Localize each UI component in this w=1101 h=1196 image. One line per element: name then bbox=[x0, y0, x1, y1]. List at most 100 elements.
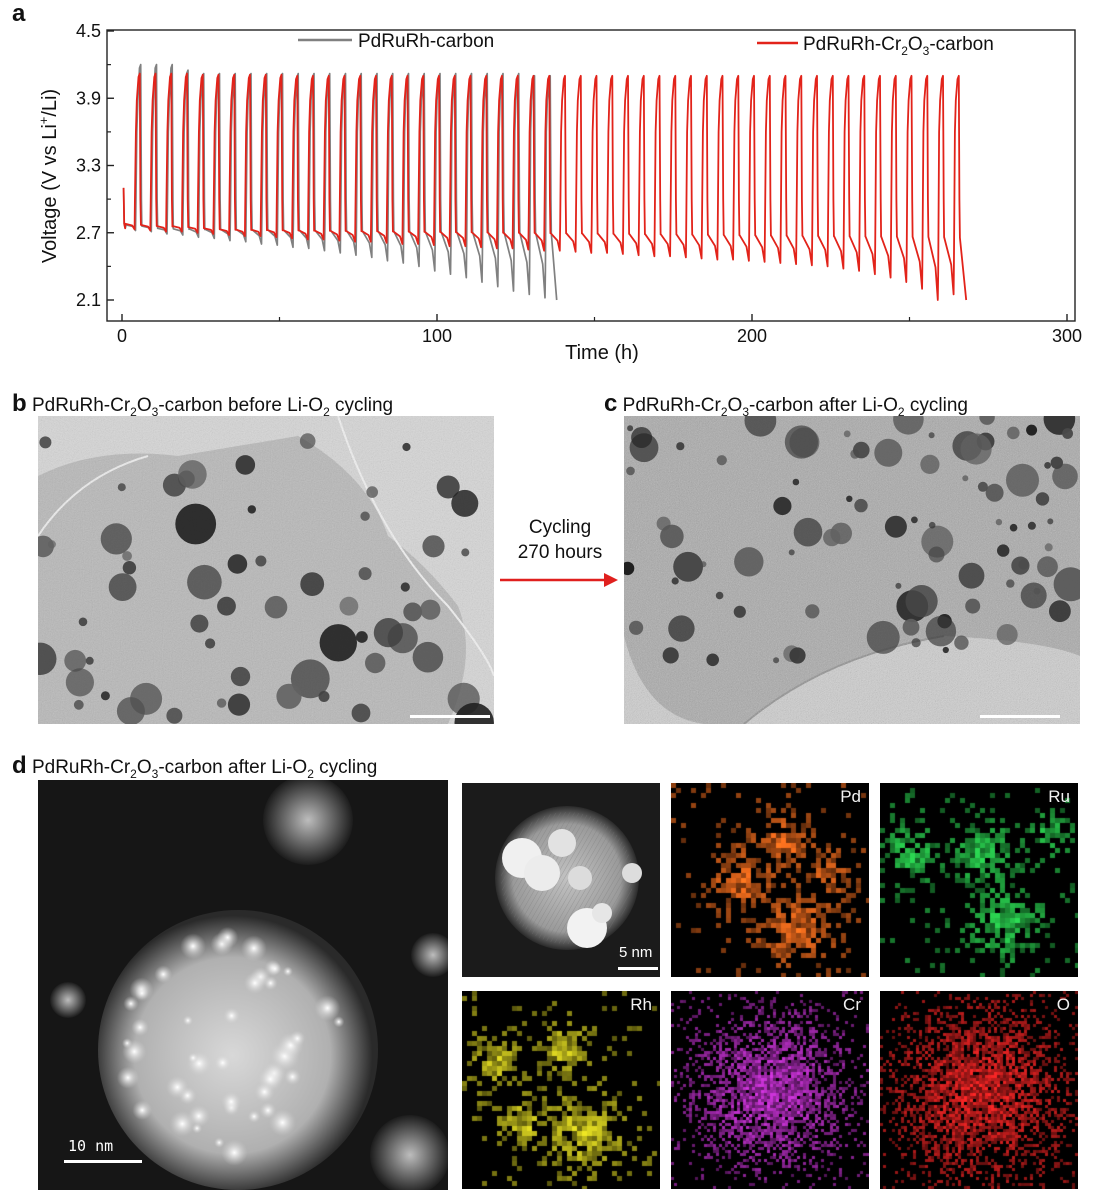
y-tick-label: 2.1 bbox=[76, 290, 101, 310]
nanoparticle bbox=[928, 432, 935, 439]
scale-label-10nm: 10 nm bbox=[68, 1137, 114, 1155]
nanoparticle bbox=[1007, 426, 1020, 440]
map-ru: Ru bbox=[880, 783, 1078, 977]
nanoparticle bbox=[656, 516, 671, 531]
nanoparticle bbox=[631, 427, 653, 448]
series-line-pdruh-cr2o3-carbon bbox=[122, 72, 968, 301]
nanoparticle bbox=[117, 483, 126, 492]
nanoparticle bbox=[365, 652, 386, 674]
bright-cluster bbox=[284, 1068, 301, 1086]
nanoparticle bbox=[1044, 462, 1051, 469]
nanoparticle bbox=[995, 518, 1003, 526]
nanoparticle bbox=[175, 503, 217, 545]
nanoparticle bbox=[744, 416, 777, 437]
scale-bar-b bbox=[410, 715, 490, 718]
nanoparticle bbox=[400, 582, 410, 592]
nanoparticle bbox=[905, 585, 938, 618]
nanoparticle bbox=[958, 562, 985, 589]
map-label-cr: Cr bbox=[843, 995, 861, 1014]
bright-cluster bbox=[154, 965, 173, 984]
nanoparticle bbox=[979, 416, 995, 425]
scale-label-5nm: 5 nm bbox=[619, 944, 653, 961]
nanoparticle bbox=[805, 604, 820, 619]
bright-cluster bbox=[221, 1139, 248, 1166]
panel-b-letter: b bbox=[12, 390, 27, 417]
nanoparticle bbox=[920, 454, 940, 474]
nanoparticle bbox=[925, 616, 957, 647]
nanoparticle bbox=[387, 623, 418, 654]
nanoparticle bbox=[706, 653, 719, 667]
panel-b-title: b PdRuRh-Cr2O3-carbon before Li-O2 cycli… bbox=[12, 390, 394, 419]
nanoparticle bbox=[853, 441, 870, 459]
nanoparticle bbox=[716, 455, 727, 466]
bright-cluster bbox=[182, 1015, 193, 1026]
nanoparticle bbox=[1062, 428, 1073, 439]
panel-d-title: d PdRuRh-Cr2O3-carbon after Li-O2 cyclin… bbox=[12, 752, 378, 781]
bright-cluster bbox=[314, 995, 341, 1021]
nanoparticle bbox=[356, 631, 368, 643]
nanoparticle bbox=[846, 495, 853, 502]
scale-bar-c bbox=[980, 715, 1060, 718]
nanoparticle bbox=[854, 498, 868, 513]
bright-cluster bbox=[289, 1030, 306, 1047]
nanoparticle bbox=[733, 605, 746, 618]
x-tick-label: 0 bbox=[117, 326, 127, 346]
nanoparticle bbox=[216, 698, 227, 708]
nanoparticle bbox=[911, 638, 921, 648]
nanoparticle bbox=[166, 707, 183, 724]
nanoparticle bbox=[823, 528, 841, 547]
bright-cluster bbox=[135, 986, 149, 1001]
bright-cluster bbox=[169, 1110, 196, 1137]
bright-cluster bbox=[187, 1052, 199, 1064]
bright-cluster bbox=[221, 1091, 242, 1112]
bright-cluster bbox=[223, 1007, 240, 1025]
nanoparticle bbox=[47, 540, 56, 549]
nanoparticle bbox=[624, 561, 635, 576]
bright-cluster bbox=[247, 1110, 261, 1123]
map-label-ru: Ru bbox=[1048, 787, 1070, 806]
arrow-icon bbox=[500, 573, 618, 587]
x-tick-label: 100 bbox=[422, 326, 452, 346]
x-tick-label: 300 bbox=[1052, 326, 1082, 346]
bright-cluster bbox=[214, 1054, 232, 1072]
nanoparticle bbox=[1044, 543, 1053, 552]
legend-label-pdruh-carbon: PdRuRh-carbon bbox=[358, 31, 494, 52]
nanoparticle bbox=[360, 511, 370, 521]
x-axis-label: Time (h) bbox=[565, 342, 639, 364]
nanoparticle bbox=[190, 614, 209, 633]
panel-a-letter: a bbox=[12, 0, 26, 27]
bright-cluster bbox=[269, 1109, 296, 1137]
nanoparticle bbox=[843, 430, 851, 438]
nanoparticle bbox=[65, 668, 94, 697]
y-tick-label: 2.7 bbox=[76, 223, 101, 243]
nanoparticle bbox=[366, 486, 379, 498]
nanoparticle bbox=[1052, 463, 1078, 490]
bright-cluster bbox=[123, 996, 139, 1012]
cycling-annotation: Cycling 270 hours bbox=[500, 515, 620, 565]
nanoparticle bbox=[715, 591, 724, 600]
map-rh: Rh bbox=[462, 991, 660, 1189]
nanoparticle bbox=[673, 551, 703, 582]
nanoparticle bbox=[78, 617, 88, 627]
nanoparticle bbox=[39, 436, 52, 449]
map-pd: Pd bbox=[671, 783, 869, 977]
nanoparticle bbox=[1035, 492, 1050, 506]
bright-cluster bbox=[283, 966, 293, 977]
nanoparticle bbox=[789, 647, 806, 664]
nanoparticle bbox=[895, 582, 902, 589]
map-o: O bbox=[880, 991, 1078, 1189]
nanoparticle bbox=[1037, 556, 1058, 578]
nanoparticle bbox=[358, 567, 372, 581]
y-axis-label: Voltage (V vs Li+/Li) bbox=[36, 89, 61, 263]
bright-cluster bbox=[241, 935, 267, 962]
nanoparticle bbox=[784, 425, 818, 459]
nanoparticle bbox=[402, 442, 411, 452]
y-tick-label: 4.5 bbox=[76, 21, 101, 41]
nanoparticle bbox=[38, 642, 57, 675]
nanoparticle bbox=[960, 433, 992, 465]
nanoparticle bbox=[420, 599, 441, 620]
cycling-annotation-line2: 270 hours bbox=[517, 542, 603, 563]
nanoparticle bbox=[734, 547, 764, 577]
nanoparticle bbox=[921, 525, 954, 558]
nanoparticle bbox=[247, 505, 256, 514]
